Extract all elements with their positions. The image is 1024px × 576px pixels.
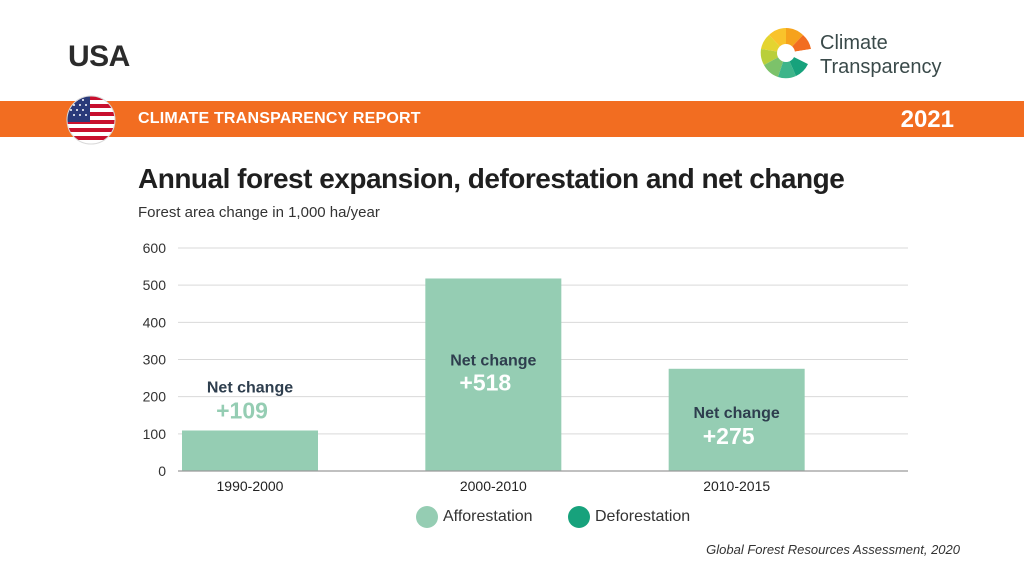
report-year: 2021 — [900, 106, 954, 133]
bar-afforestation — [668, 368, 805, 471]
legend-label-deforestation: Deforestation — [595, 508, 691, 526]
x-tick-label: 1990-2000 — [217, 478, 284, 494]
climate-transparency-logo-icon — [760, 28, 811, 79]
legend-label-afforestation: Afforestation — [443, 508, 533, 526]
y-tick-label: 300 — [143, 352, 167, 368]
net-change-value: +275 — [703, 423, 755, 449]
climate-transparency-logo: Climate Transparency — [760, 26, 970, 86]
chart-title: Annual forest expansion, deforestation a… — [138, 163, 845, 194]
net-change-label: Net change — [207, 379, 293, 396]
source-note: Global Forest Resources Assessment, 2020 — [706, 542, 960, 557]
report-label: CLIMATE TRANSPARENCY REPORT — [138, 110, 421, 127]
legend-item-afforestation: Afforestation — [416, 506, 533, 528]
y-tick-label: 100 — [143, 426, 167, 442]
net-change-label: Net change — [694, 405, 780, 422]
net-change-value: +109 — [216, 397, 268, 423]
us-flag-icon — [66, 95, 116, 145]
net-change-value: +518 — [459, 369, 511, 395]
logo-text-line2: Transparency — [820, 56, 942, 78]
x-tick-label: 2010-2015 — [703, 478, 770, 494]
legend-swatch-deforestation — [568, 506, 590, 528]
y-tick-label: 400 — [143, 314, 167, 330]
y-tick-label: 600 — [143, 240, 167, 256]
y-tick-label: 200 — [143, 389, 167, 405]
bar-afforestation — [425, 278, 562, 471]
chart-subtitle: Forest area change in 1,000 ha/year — [138, 204, 380, 221]
legend-swatch-afforestation — [416, 506, 438, 528]
report-band: CLIMATE TRANSPARENCY REPORT 2021 — [0, 101, 1024, 137]
bar-afforestation — [182, 430, 318, 471]
y-tick-label: 0 — [158, 463, 166, 479]
x-tick-label: 2000-2010 — [460, 478, 527, 494]
country-title: USA — [68, 40, 130, 73]
net-change-label: Net change — [450, 352, 536, 369]
y-tick-label: 500 — [143, 277, 167, 293]
legend-item-deforestation: Deforestation — [568, 506, 690, 528]
logo-text-line1: Climate — [820, 32, 888, 54]
